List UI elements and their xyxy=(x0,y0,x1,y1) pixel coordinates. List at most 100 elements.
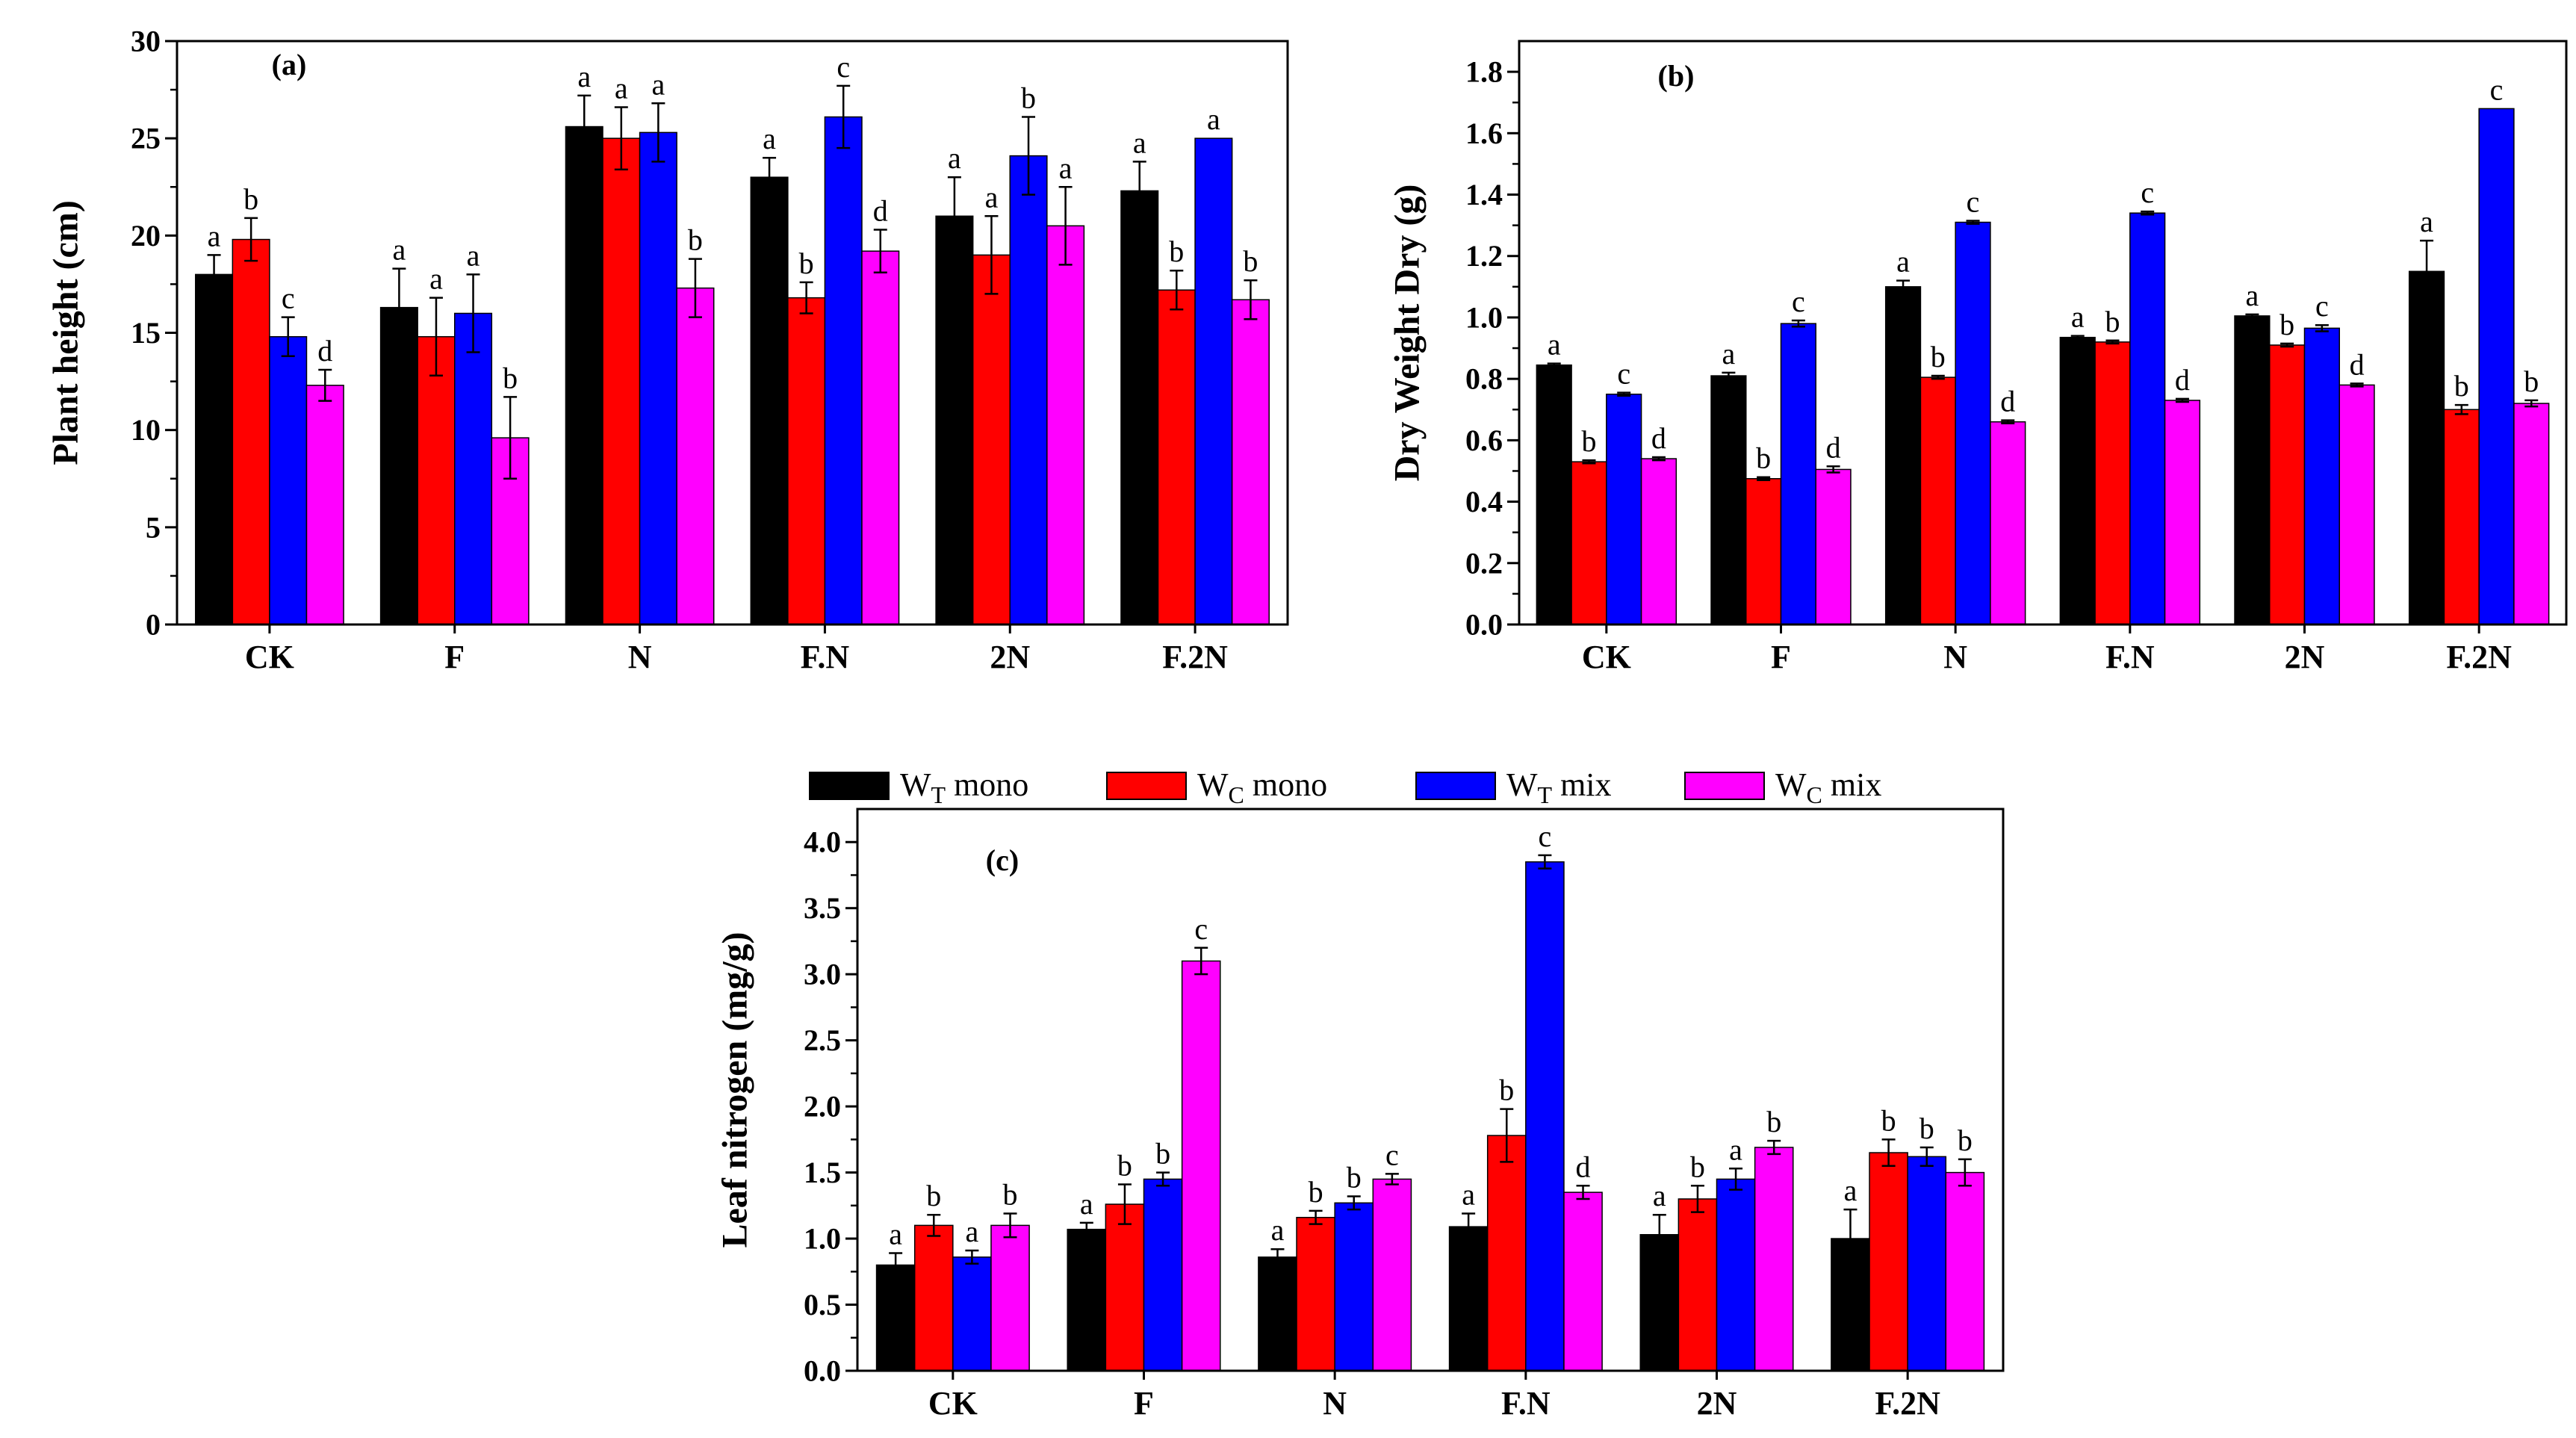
y-tick-label: 25 xyxy=(131,122,161,155)
bar-wt-mix xyxy=(1009,155,1048,625)
y-tick-label: 1.4 xyxy=(1465,178,1503,211)
bar-wt-mix xyxy=(1194,137,1233,625)
significance-letter: a xyxy=(1080,1187,1093,1221)
bar-wt-mono xyxy=(565,125,603,625)
x-category-label: CK xyxy=(1582,639,1631,675)
y-tick-label: 1.5 xyxy=(804,1156,841,1189)
panel-label: (a) xyxy=(272,48,307,81)
significance-letter: a xyxy=(467,238,480,272)
significance-letter: d xyxy=(2000,385,2015,418)
x-category-label: F.2N xyxy=(1162,639,1228,675)
x-category-label: F.N xyxy=(1501,1385,1551,1422)
bar-wc-mix xyxy=(1990,421,2026,625)
bar-wc-mix xyxy=(1231,299,1270,625)
bar-wc-mix xyxy=(1046,225,1085,625)
significance-letter: a xyxy=(1133,125,1146,159)
significance-letter: c xyxy=(2141,176,2154,209)
x-category-label: F.2N xyxy=(2446,639,2512,675)
bar-wt-mono xyxy=(1258,1256,1297,1372)
bar-wc-mono xyxy=(1919,376,1956,625)
y-tick-label: 1.0 xyxy=(804,1222,841,1256)
significance-letter: b xyxy=(1243,244,1258,278)
significance-letter: a xyxy=(2071,300,2085,334)
bar-wc-mono xyxy=(417,335,456,625)
x-category-label: 2N xyxy=(2285,639,2325,675)
bar-wt-mix xyxy=(1143,1178,1183,1372)
significance-letter: a xyxy=(1844,1174,1857,1207)
significance-letter: a xyxy=(1207,102,1220,136)
significance-letter: b xyxy=(243,182,258,216)
significance-letter: b xyxy=(1169,235,1184,268)
y-tick-label: 0.0 xyxy=(1465,608,1503,642)
bar-wt-mix xyxy=(639,131,677,625)
significance-letter: a xyxy=(1653,1179,1666,1212)
significance-letter: b xyxy=(926,1179,941,1212)
bar-wc-mono xyxy=(972,254,1011,625)
significance-letter: a xyxy=(393,233,406,267)
y-tick-label: 0 xyxy=(146,608,161,642)
significance-letter: b xyxy=(503,361,518,394)
bar-wt-mix xyxy=(952,1256,992,1372)
bar-wt-mix xyxy=(1525,861,1565,1372)
bar-wt-mono xyxy=(935,215,974,625)
bar-wc-mix xyxy=(1754,1147,1794,1372)
bar-wc-mix xyxy=(990,1224,1030,1372)
y-tick-label: 1.8 xyxy=(1465,55,1503,89)
bar-wc-mix xyxy=(2338,384,2375,625)
significance-letter: b xyxy=(1766,1105,1781,1138)
x-category-label: F.N xyxy=(801,639,850,675)
significance-letter: a xyxy=(889,1218,902,1251)
y-tick-label: 4.0 xyxy=(804,825,841,859)
y-tick-label: 0.5 xyxy=(804,1288,841,1321)
significance-letter: d xyxy=(1651,421,1666,455)
y-tick-label: 3.0 xyxy=(804,958,841,991)
significance-letter: b xyxy=(1003,1177,1018,1211)
significance-letter: c xyxy=(1792,285,1805,318)
y-tick-label: 5 xyxy=(146,510,161,544)
bar-wc-mono xyxy=(1486,1135,1527,1372)
y-axis-title: Plant height (cm) xyxy=(46,200,86,465)
y-tick-label: 0.4 xyxy=(1465,485,1503,518)
significance-letter: d xyxy=(873,194,888,228)
significance-letter: b xyxy=(1155,1137,1170,1171)
bar-wt-mix xyxy=(1907,1156,1947,1372)
significance-letter: b xyxy=(2105,305,2120,338)
significance-letter: b xyxy=(1347,1160,1362,1194)
x-category-label: N xyxy=(1323,1385,1347,1422)
significance-letter: c xyxy=(1385,1138,1399,1171)
y-tick-label: 1.6 xyxy=(1465,117,1503,150)
significance-letter: b xyxy=(688,223,703,257)
bar-wt-mono xyxy=(1536,364,1572,625)
significance-letter: a xyxy=(2420,205,2433,238)
bar-wt-mono xyxy=(875,1264,916,1372)
y-tick-label: 0.8 xyxy=(1465,362,1503,396)
significance-letter: b xyxy=(799,247,814,280)
bar-wc-mix xyxy=(491,437,530,625)
bar-wt-mix xyxy=(269,335,308,625)
x-category-label: CK xyxy=(928,1385,978,1422)
significance-letter: b xyxy=(1581,424,1596,458)
y-axis-title: Dry Weight Dry (g) xyxy=(1388,185,1427,482)
significance-letter: c xyxy=(2490,72,2504,106)
significance-letter: a xyxy=(429,262,443,296)
significance-letter: a xyxy=(763,122,776,155)
bar-wc-mix xyxy=(1640,458,1677,625)
x-category-label: N xyxy=(628,639,652,675)
x-category-label: F xyxy=(444,639,465,675)
bar-wc-mono xyxy=(232,238,270,625)
bar-wc-mix xyxy=(861,250,900,625)
x-category-label: 2N xyxy=(1697,1385,1737,1422)
significance-letter: b xyxy=(1690,1150,1705,1183)
y-tick-label: 0.6 xyxy=(1465,424,1503,457)
bar-wt-mix xyxy=(1716,1178,1756,1372)
x-category-label: N xyxy=(1943,639,1967,675)
significance-letter: a xyxy=(651,67,665,101)
significance-letter: b xyxy=(2454,369,2469,403)
bar-wc-mono xyxy=(1105,1203,1145,1372)
bar-wt-mono xyxy=(2059,336,2096,625)
significance-letter: b xyxy=(2524,365,2539,398)
y-tick-label: 2.0 xyxy=(804,1090,841,1124)
significance-letter: d xyxy=(317,334,332,368)
bar-wc-mono xyxy=(2269,344,2306,625)
